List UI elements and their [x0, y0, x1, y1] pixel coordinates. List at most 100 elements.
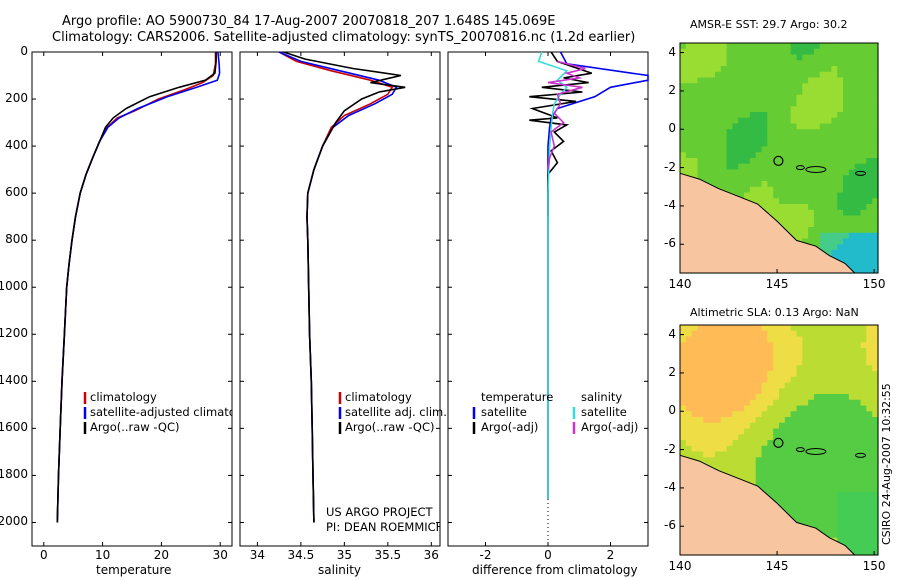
map-cell	[866, 376, 873, 384]
map-cell	[755, 417, 763, 424]
map-cell	[819, 158, 827, 165]
map-cell	[808, 83, 815, 90]
map-cell	[767, 112, 774, 119]
map-cell	[732, 83, 739, 90]
map-cell	[703, 71, 710, 79]
map-cell	[866, 244, 873, 251]
map-cell	[790, 204, 798, 211]
map-cell	[813, 232, 821, 240]
map-cell	[831, 244, 838, 251]
map-cell	[732, 468, 739, 476]
map-cell	[749, 382, 757, 389]
map-cell	[854, 198, 862, 205]
map-cell	[714, 353, 722, 361]
map-cell	[755, 163, 763, 171]
map-cell	[709, 376, 716, 384]
map-cell	[738, 422, 745, 430]
map-cell	[697, 359, 704, 366]
map-cell	[761, 112, 768, 119]
map-cell	[848, 382, 856, 389]
map-cell	[767, 209, 774, 217]
map-cell	[802, 175, 809, 182]
difference-xlabel: difference from climatology	[472, 563, 638, 577]
map-cell	[854, 60, 862, 67]
map-cell	[773, 336, 780, 343]
map-cell	[819, 422, 827, 430]
map-cell	[680, 388, 687, 395]
map-cell	[703, 440, 710, 447]
map-cell	[796, 135, 803, 142]
map-cell	[796, 491, 803, 499]
map-cell	[709, 106, 716, 113]
map-cell	[755, 330, 763, 338]
map-cell	[680, 445, 687, 453]
map-cell	[866, 468, 873, 476]
map-cell	[790, 365, 798, 372]
map-cell	[749, 77, 757, 84]
map-cell	[726, 43, 734, 50]
map-cell	[854, 537, 862, 545]
map-cell	[714, 106, 722, 113]
map-cell	[872, 497, 879, 504]
map-cell	[860, 457, 867, 464]
map-cell	[761, 181, 768, 188]
map-cell	[854, 232, 862, 240]
map-cell	[796, 445, 803, 453]
map-cell	[697, 376, 704, 384]
map-cell	[732, 371, 739, 378]
map-cell	[837, 140, 844, 148]
map-cell	[837, 169, 844, 176]
map-cell	[720, 440, 728, 447]
map-cell	[802, 348, 809, 355]
map-cell	[872, 83, 879, 90]
map-cell	[802, 117, 809, 125]
map-cell	[837, 83, 844, 90]
map-cell	[685, 163, 693, 171]
map-cell	[773, 376, 780, 384]
map-cell	[825, 405, 833, 412]
map-cell	[837, 394, 844, 401]
map-cell	[714, 325, 722, 332]
map-cell	[761, 451, 768, 458]
map-cell	[714, 359, 722, 366]
map-cell	[808, 394, 815, 401]
map-cell	[848, 428, 856, 435]
map-cell	[749, 54, 757, 61]
map-cell	[831, 60, 838, 67]
map-cell	[773, 89, 780, 96]
map-cell	[796, 336, 803, 343]
map-cell	[738, 83, 745, 90]
map-cell	[703, 365, 710, 372]
map-cell	[808, 112, 815, 119]
map-cell	[813, 77, 821, 84]
map-cell	[680, 71, 687, 79]
map-cell	[779, 100, 786, 107]
map-cell	[837, 129, 844, 136]
map-cell	[779, 422, 786, 430]
map-cell	[843, 405, 850, 412]
map-cell	[819, 215, 827, 222]
map-cell	[685, 117, 693, 125]
map-cell	[854, 388, 862, 395]
map-cell	[761, 89, 768, 96]
sal-legend-clim: climatology	[345, 390, 412, 404]
map-cell	[761, 440, 768, 447]
map-cell	[860, 405, 867, 412]
map-cell	[802, 71, 809, 79]
map-cell	[848, 330, 856, 338]
map-cell	[866, 227, 873, 234]
map-cell	[726, 158, 734, 165]
map-cell	[866, 158, 873, 165]
map-cell	[854, 71, 862, 79]
map-cell	[779, 371, 786, 378]
map-cell	[819, 117, 827, 125]
map-cell	[732, 66, 739, 73]
map-cell	[866, 175, 873, 182]
map-cell	[685, 451, 693, 458]
map-cell	[744, 181, 751, 188]
map-cell	[872, 463, 879, 470]
map-cell	[866, 261, 873, 268]
map-cell	[726, 451, 734, 458]
map-cell	[726, 342, 734, 349]
map-cell	[761, 348, 768, 355]
